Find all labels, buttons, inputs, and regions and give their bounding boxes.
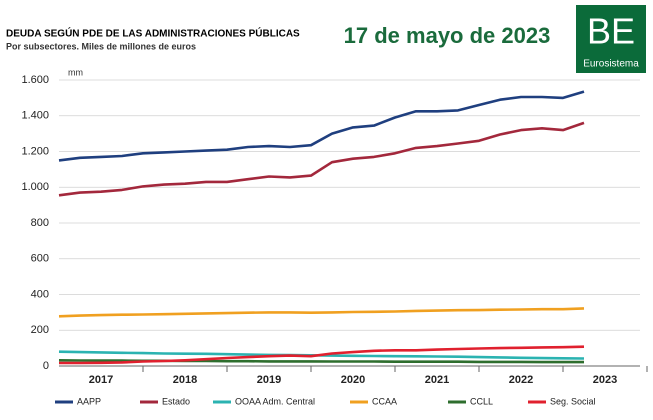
y-tick-label: 1.400	[21, 110, 49, 122]
legend-label: CCAA	[372, 396, 397, 406]
series-line	[59, 345, 585, 365]
x-tick-label: 2021	[425, 374, 449, 386]
series-line	[58, 307, 585, 318]
x-tick-label: 2023	[593, 374, 617, 386]
y-tick-label: 0	[43, 360, 49, 372]
y-tick-label: 400	[31, 288, 49, 300]
legend-label: AAPP	[77, 396, 101, 406]
x-tick-label: 2017	[89, 374, 113, 386]
chart-title: DEUDA SEGÚN PDE DE LAS ADMINISTRACIONES …	[6, 27, 300, 40]
legend-label: Seg. Social	[550, 396, 596, 406]
y-tick-label: 800	[31, 217, 49, 229]
series-line	[58, 121, 585, 197]
y-tick-label: 200	[31, 324, 49, 336]
x-tick-label: 2018	[173, 374, 197, 386]
y-tick-label: 1.000	[21, 181, 49, 193]
x-tick-label: 2019	[257, 374, 281, 386]
logo: BE	[587, 11, 635, 52]
legend-label: Estado	[162, 396, 190, 406]
date: 17 de mayo de 2023	[344, 23, 551, 48]
y-unit: mm	[68, 67, 83, 77]
series-line	[58, 90, 585, 162]
chart-subtitle: Por subsectores. Miles de millones de eu…	[6, 41, 196, 51]
logo-caption: Eurosistema	[583, 59, 639, 70]
x-tick-label: 2022	[509, 374, 533, 386]
y-tick-label: 600	[31, 253, 49, 265]
y-tick-label: 1.200	[21, 145, 49, 157]
y-tick-label: 1.600	[21, 74, 49, 86]
legend-label: CCLL	[470, 396, 493, 406]
logo-box	[576, 5, 646, 73]
x-tick-label: 2020	[341, 374, 365, 386]
legend-label: OOAA Adm. Central	[235, 396, 315, 406]
